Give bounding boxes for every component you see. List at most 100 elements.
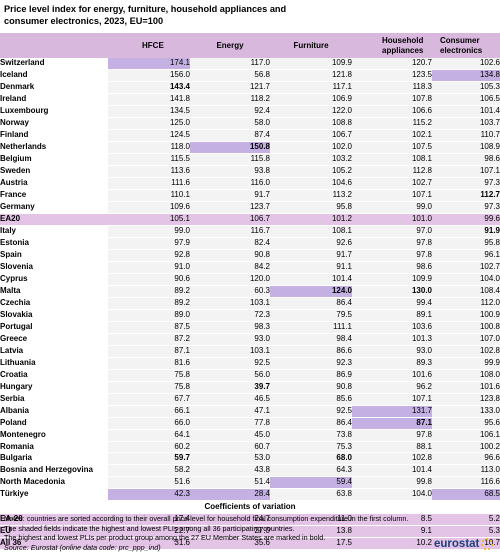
country-name: Netherlands — [0, 141, 108, 154]
table-row: Finland 124.5 87.4 106.7 102.1 110.7 — [0, 129, 500, 142]
value-household-appliances: 112.8 — [352, 165, 432, 178]
value-hfce: 109.6 — [108, 201, 190, 214]
table-row: Estonia 97.9 82.4 92.6 97.8 95.8 — [0, 237, 500, 250]
value-consumer-electronics: 95.6 — [432, 417, 500, 430]
value-consumer-electronics: 106.5 — [432, 93, 500, 106]
country-name: Croatia — [0, 369, 108, 382]
table-header-row: HFCE Energy Furniture Household applianc… — [0, 33, 500, 58]
table-row: Netherlands 118.0 150.8 102.0 107.5 108.9 — [0, 141, 500, 154]
value-household-appliances: 101.6 — [352, 369, 432, 382]
table-row: Sweden 113.6 93.8 105.2 112.8 107.1 — [0, 165, 500, 178]
table-row: Montenegro 64.1 45.0 73.8 97.8 106.1 — [0, 429, 500, 442]
value-furniture: 86.4 — [270, 417, 352, 430]
header-hfce: HFCE — [108, 33, 190, 58]
value-energy: 60.7 — [190, 441, 270, 454]
value-household-appliances: 101.4 — [352, 464, 432, 478]
value-energy: 103.1 — [190, 345, 270, 358]
value-hfce: 105.1 — [108, 213, 190, 226]
cov-hfce: 31.6 — [108, 537, 190, 551]
value-energy: 150.8 — [190, 141, 270, 154]
table-row: Poland 66.0 77.8 86.4 87.1 95.6 — [0, 417, 500, 430]
value-consumer-electronics: 102.8 — [432, 345, 500, 358]
value-energy: 77.8 — [190, 417, 270, 430]
value-consumer-electronics: 112.0 — [432, 297, 500, 310]
value-hfce: 115.5 — [108, 153, 190, 166]
value-consumer-electronics: 113.0 — [432, 464, 500, 478]
value-hfce: 174.1 — [108, 58, 190, 71]
value-consumer-electronics: 102.6 — [432, 58, 500, 71]
country-name: Cyprus — [0, 273, 108, 286]
value-furniture: 102.0 — [270, 141, 352, 154]
value-furniture: 92.5 — [270, 405, 352, 418]
value-consumer-electronics: 106.1 — [432, 429, 500, 442]
value-household-appliances: 123.5 — [352, 69, 432, 82]
value-energy: 90.8 — [190, 249, 270, 262]
value-consumer-electronics: 97.3 — [432, 201, 500, 214]
country-name: France — [0, 189, 108, 202]
value-consumer-electronics: 110.7 — [432, 129, 500, 142]
table-row: Norway 125.0 58.0 108.8 115.2 103.7 — [0, 117, 500, 130]
cov-furniture: 17.5 — [270, 537, 352, 551]
cov-energy: 27.0 — [190, 525, 270, 539]
value-hfce: 125.0 — [108, 117, 190, 130]
value-hfce: 91.0 — [108, 261, 190, 274]
value-consumer-electronics: 108.9 — [432, 141, 500, 154]
value-energy: 87.4 — [190, 129, 270, 142]
value-energy: 103.1 — [190, 297, 270, 310]
value-household-appliances: 89.3 — [352, 357, 432, 370]
value-furniture: 101.2 — [270, 213, 352, 226]
value-hfce: 143.4 — [108, 81, 190, 94]
value-hfce: 99.0 — [108, 225, 190, 238]
country-name: Iceland — [0, 69, 108, 82]
value-energy: 93.8 — [190, 165, 270, 178]
value-furniture: 91.1 — [270, 261, 352, 274]
value-furniture: 122.0 — [270, 105, 352, 118]
value-energy: 98.3 — [190, 321, 270, 334]
value-energy: 72.3 — [190, 309, 270, 322]
country-name: Slovakia — [0, 309, 108, 322]
cov-furniture: 13.8 — [270, 525, 352, 539]
value-energy: 115.8 — [190, 153, 270, 166]
table-row: Albania 66.1 47.1 92.5 131.7 133.0 — [0, 405, 500, 418]
value-energy: 82.4 — [190, 237, 270, 250]
value-energy: 121.7 — [190, 81, 270, 94]
value-consumer-electronics: 96.1 — [432, 249, 500, 262]
value-energy: 53.0 — [190, 452, 270, 466]
value-furniture: 90.8 — [270, 381, 352, 394]
table-row: Lithuania 81.6 92.5 92.3 89.3 99.9 — [0, 357, 500, 370]
header-household-appliances: Household appliances — [352, 33, 432, 58]
table-row: Slovenia 91.0 84.2 91.1 98.6 102.7 — [0, 261, 500, 274]
value-energy: 39.7 — [190, 381, 270, 394]
table-row: Cyprus 90.6 120.0 101.4 109.9 104.0 — [0, 273, 500, 286]
table-row: North Macedonia 51.6 51.4 59.4 99.8 116.6 — [0, 476, 500, 490]
value-hfce: 67.7 — [108, 393, 190, 406]
value-furniture: 86.9 — [270, 369, 352, 382]
value-consumer-electronics: 101.4 — [432, 105, 500, 118]
table-row: Hungary 75.8 39.7 90.8 96.2 101.6 — [0, 381, 500, 394]
value-household-appliances: 102.1 — [352, 129, 432, 142]
table-row: Italy 99.0 116.7 108.1 97.0 91.9 — [0, 225, 500, 238]
value-hfce: 111.6 — [108, 177, 190, 190]
country-name: Romania — [0, 441, 108, 454]
value-household-appliances: 97.8 — [352, 249, 432, 262]
country-name: Latvia — [0, 345, 108, 358]
value-energy: 58.0 — [190, 117, 270, 130]
cov-row: All 36 31.6 35.6 17.5 10.2 10.7 — [0, 537, 500, 551]
cov-furniture: 11.0 — [270, 513, 352, 527]
value-furniture: 106.7 — [270, 129, 352, 142]
country-name: Switzerland — [0, 58, 108, 71]
table-row: Austria 111.6 116.0 104.6 102.7 97.3 — [0, 177, 500, 190]
value-household-appliances: 120.7 — [352, 58, 432, 71]
value-energy: 123.7 — [190, 201, 270, 214]
value-consumer-electronics: 95.8 — [432, 237, 500, 250]
value-household-appliances: 106.6 — [352, 105, 432, 118]
value-furniture: 104.6 — [270, 177, 352, 190]
value-furniture: 64.3 — [270, 464, 352, 478]
value-consumer-electronics: 134.8 — [432, 69, 500, 82]
value-furniture: 92.6 — [270, 237, 352, 250]
value-household-appliances: 107.8 — [352, 93, 432, 106]
value-household-appliances: 104.0 — [352, 488, 432, 502]
value-hfce: 64.1 — [108, 429, 190, 442]
table-row: Latvia 87.1 103.1 86.6 93.0 102.8 — [0, 345, 500, 358]
table-row: Portugal 87.5 98.3 111.1 103.6 100.8 — [0, 321, 500, 334]
